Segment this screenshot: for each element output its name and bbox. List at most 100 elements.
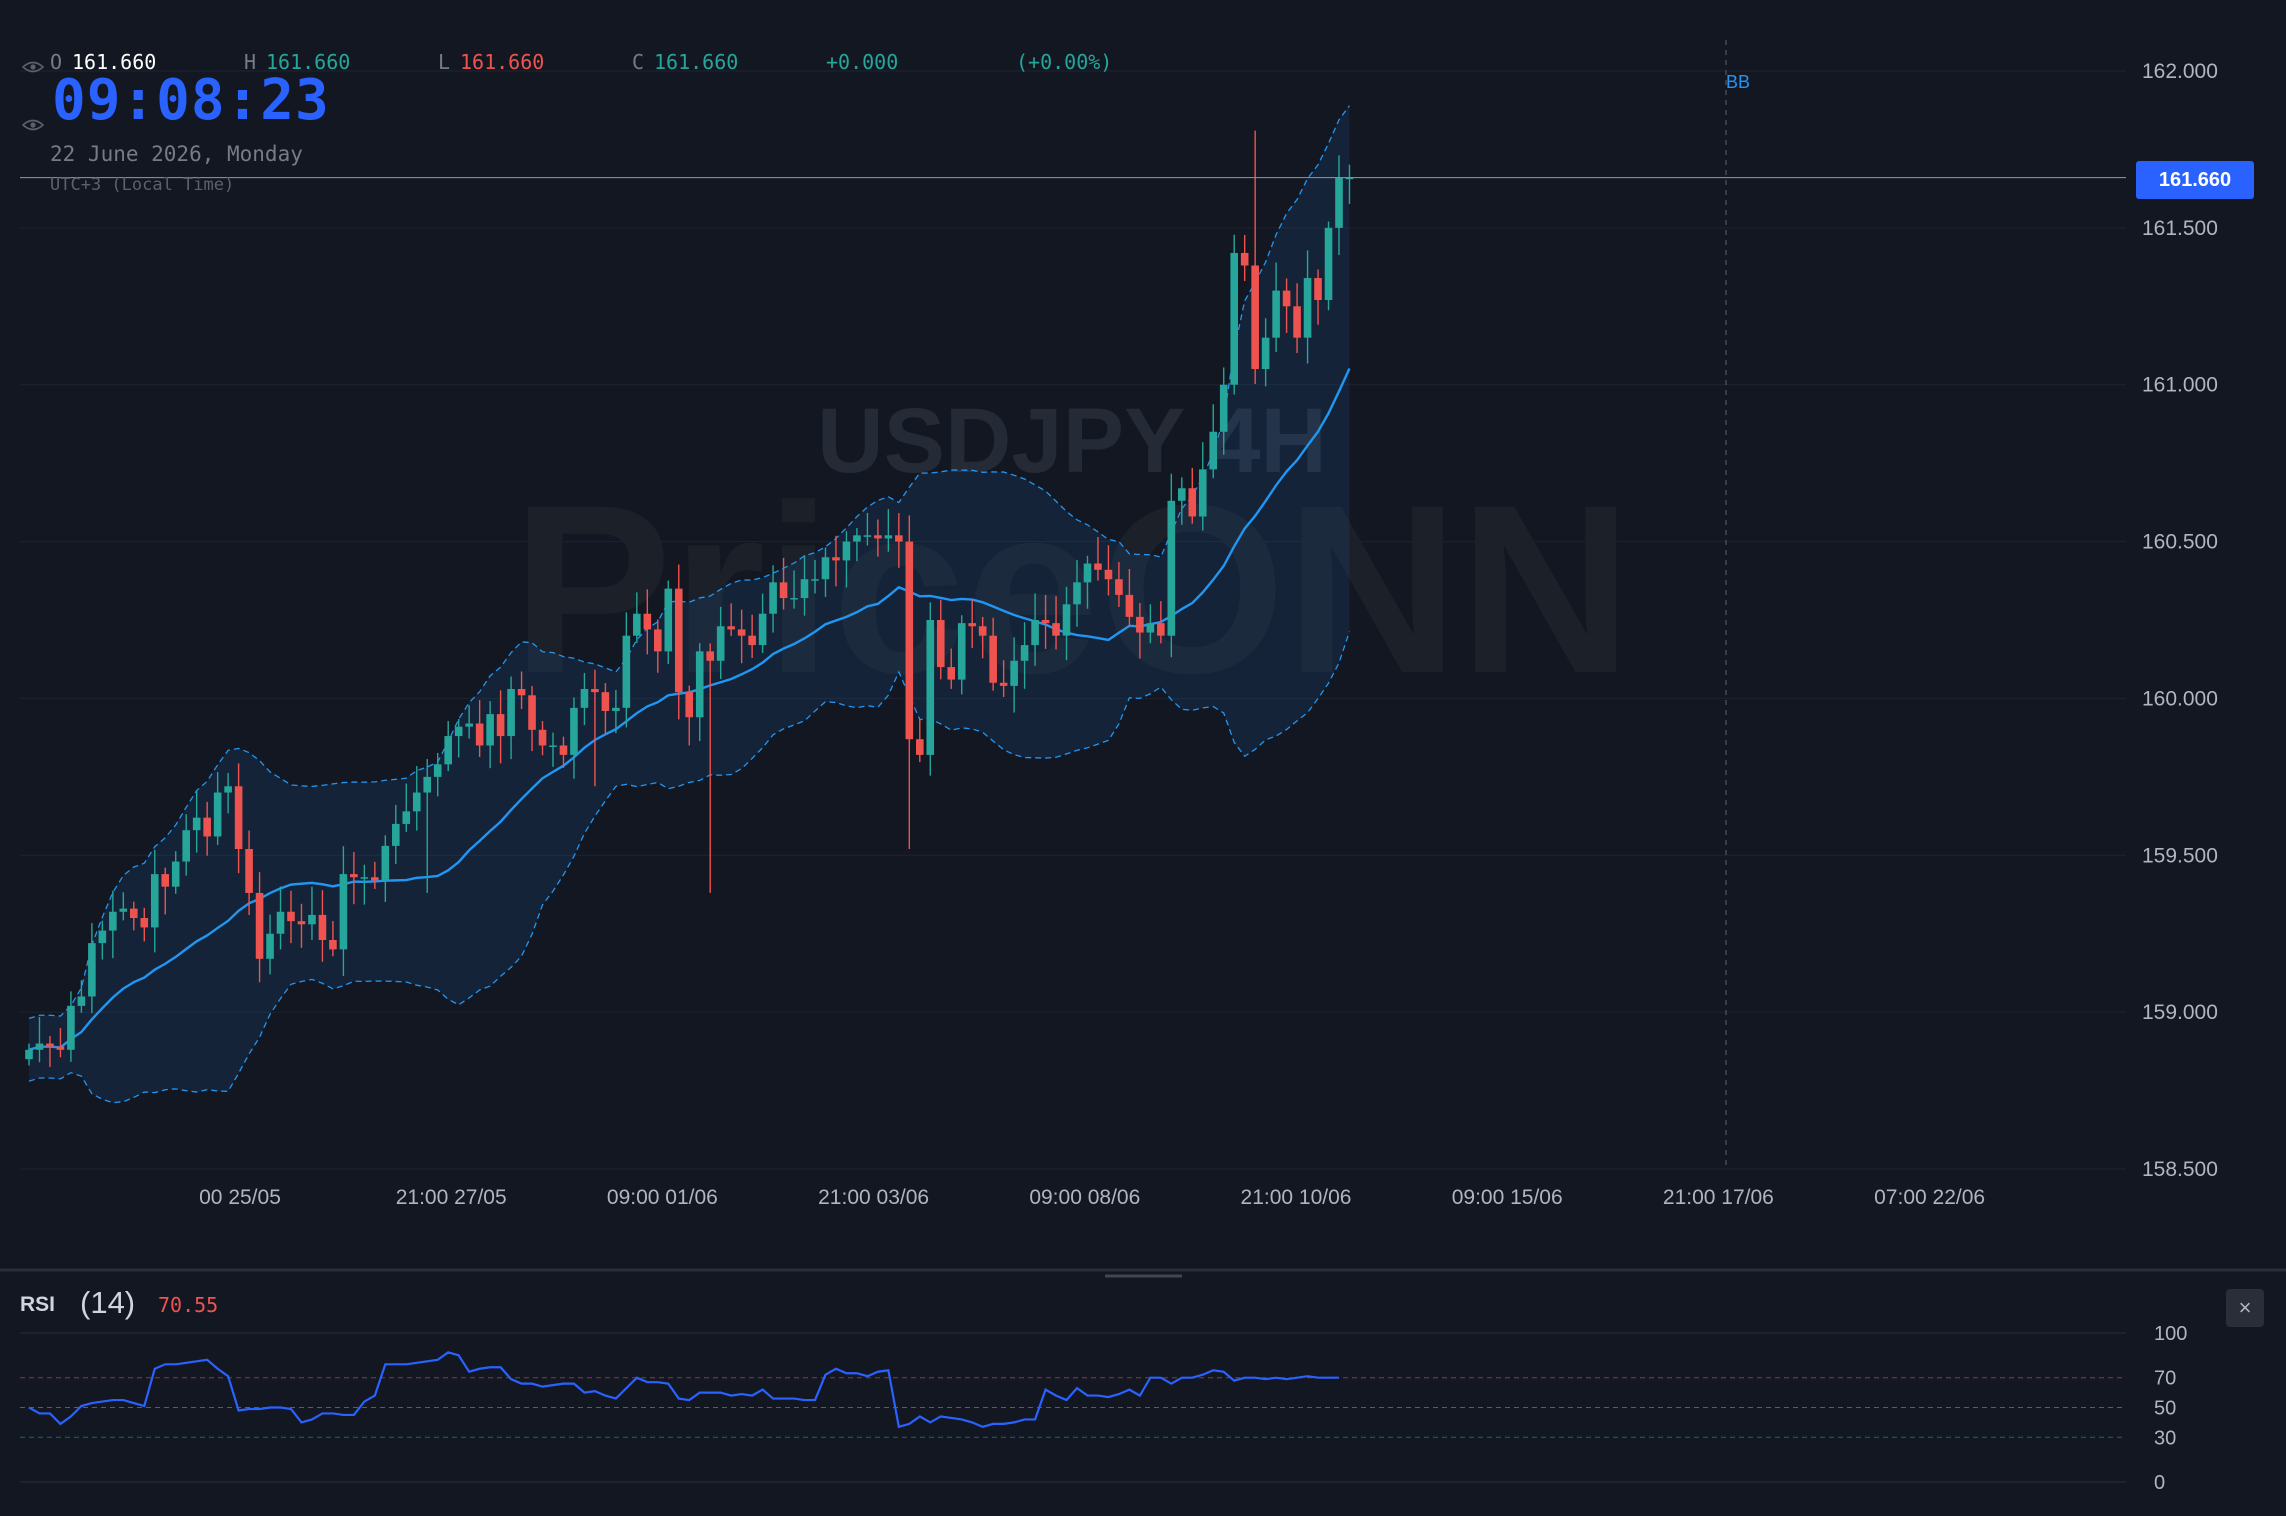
candle	[800, 555, 809, 616]
candle	[549, 732, 557, 767]
candle-body	[674, 588, 683, 693]
candle-body	[339, 874, 348, 950]
candle	[538, 721, 547, 756]
candle-body	[842, 541, 851, 561]
candle-body	[664, 588, 673, 652]
candle	[213, 772, 222, 845]
candle	[412, 766, 421, 831]
candle	[1031, 593, 1039, 666]
candle	[171, 851, 180, 894]
low-value: 161.660	[460, 50, 545, 74]
candle-body	[957, 623, 966, 680]
close-value: 161.660	[654, 50, 739, 74]
candle	[769, 565, 777, 633]
candle	[150, 849, 159, 953]
candle	[454, 718, 463, 758]
candle	[654, 619, 662, 673]
candle-body	[528, 695, 536, 730]
candle-body	[695, 651, 704, 718]
candle-body	[1094, 563, 1102, 570]
candle	[496, 690, 505, 764]
candle-body	[46, 1043, 54, 1047]
candle	[1052, 596, 1060, 650]
candle-body	[978, 626, 987, 636]
candle-body	[224, 786, 232, 793]
candle	[1083, 555, 1092, 609]
candle-body	[130, 908, 138, 919]
candle-body	[601, 692, 610, 711]
candle	[936, 599, 945, 680]
candle-body	[1335, 177, 1343, 228]
candle-body	[287, 911, 295, 922]
candle	[203, 801, 211, 856]
candle-body	[109, 911, 117, 931]
candle	[842, 531, 851, 588]
candle-body	[1136, 616, 1144, 633]
candle	[224, 772, 232, 814]
candle	[1010, 637, 1018, 713]
candle	[371, 861, 379, 889]
candle-body	[790, 598, 798, 600]
price-tick-label: 162.000	[2142, 60, 2218, 83]
candle	[685, 685, 694, 746]
candle	[853, 528, 861, 562]
candle-body	[905, 541, 914, 740]
candle-body	[895, 535, 903, 542]
candle	[88, 923, 96, 1014]
candle	[465, 705, 473, 739]
bb-indicator-label[interactable]: BB	[1726, 72, 1751, 92]
candle	[633, 592, 641, 643]
time-tick-label: 21:00 10/06	[1241, 1186, 1352, 1209]
candle	[234, 763, 243, 874]
candle-body	[758, 613, 767, 646]
candle	[947, 648, 956, 689]
candle	[601, 683, 610, 735]
candle	[863, 512, 872, 546]
close-icon[interactable]: ×	[2226, 1289, 2264, 1327]
time-tick-label: 00 25/05	[199, 1186, 281, 1209]
candle	[674, 564, 683, 720]
price-tick-label: 160.000	[2142, 687, 2218, 710]
candle-body	[171, 861, 180, 887]
candle	[957, 615, 966, 695]
change-value: +0.000	[826, 50, 899, 74]
candle	[1251, 130, 1259, 384]
candle	[276, 886, 285, 950]
candle	[444, 720, 452, 772]
candle	[329, 920, 337, 957]
candle-body	[570, 707, 578, 755]
candle	[35, 1016, 44, 1063]
candle-body	[884, 535, 893, 539]
price-tick-label: 160.500	[2142, 531, 2218, 554]
candle	[1209, 404, 1218, 479]
candle-body	[1345, 177, 1354, 180]
candle-body	[444, 736, 452, 765]
time-tick-label: 09:00 01/06	[607, 1186, 718, 1209]
candle-body	[936, 620, 945, 668]
candle	[1272, 262, 1280, 353]
candle-body	[98, 930, 107, 944]
bollinger-bands	[28, 105, 1351, 1104]
eye-icon[interactable]	[22, 118, 44, 132]
candle	[528, 685, 536, 752]
candle-body	[1240, 252, 1249, 266]
candle	[297, 903, 306, 948]
candle	[433, 752, 442, 797]
eye-icon[interactable]	[22, 60, 44, 74]
candle-body	[192, 817, 201, 831]
candle-body	[737, 629, 746, 636]
time-tick-label: 09:00 15/06	[1452, 1186, 1563, 1209]
candle-body	[1282, 290, 1291, 307]
candle	[716, 606, 725, 679]
candle	[695, 643, 704, 742]
open-label: O	[50, 50, 63, 74]
candle-body	[517, 689, 526, 696]
candle-body	[1115, 579, 1123, 595]
candle	[1178, 477, 1186, 525]
rsi-tick-label: 70	[2154, 1368, 2176, 1390]
candle-body	[507, 689, 515, 737]
candle-body	[800, 579, 809, 599]
candle-body	[916, 739, 924, 755]
candle-body	[496, 714, 505, 737]
